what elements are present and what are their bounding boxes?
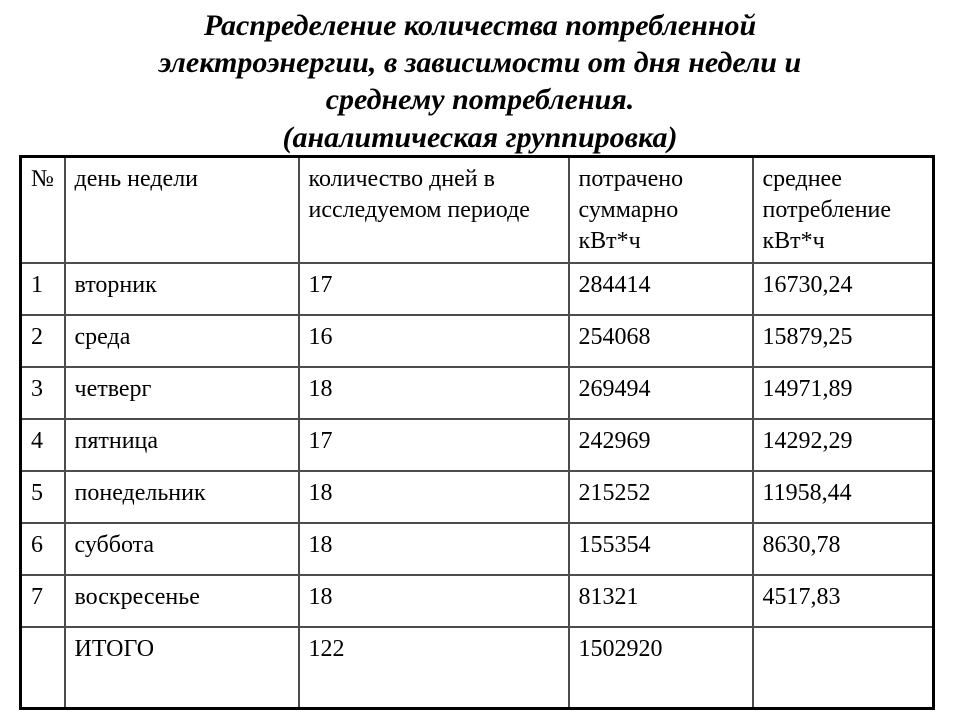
table-row: 5 понедельник 18 215252 11958,44 — [19, 469, 935, 524]
table-row: 2 среда 16 254068 15879,25 — [19, 313, 935, 368]
cell-row-number: 4 — [19, 417, 66, 472]
cell-day: ИТОГО — [63, 625, 300, 710]
cell-row-number: 2 — [19, 313, 66, 368]
cell-average-kwh: 8630,78 — [751, 521, 935, 576]
table-total-row: ИТОГО 122 1502920 — [19, 625, 935, 710]
cell-total-kwh: 242969 — [567, 417, 754, 472]
table-row: 7 воскресенье 18 81321 4517,83 — [19, 573, 935, 628]
cell-days-count: 17 — [297, 417, 570, 472]
cell-row-number: 7 — [19, 573, 66, 628]
table-row: 1 вторник 17 284414 16730,24 — [19, 261, 935, 316]
cell-total-kwh: 254068 — [567, 313, 754, 368]
cell-total-kwh: 284414 — [567, 261, 754, 316]
title-line-1: Распределение количества потребленной — [203, 9, 757, 42]
cell-average-kwh: 16730,24 — [751, 261, 935, 316]
cell-days-count: 17 — [297, 261, 570, 316]
table-row: 4 пятница 17 242969 14292,29 — [19, 417, 935, 472]
table-row: 6 суббота 18 155354 8630,78 — [19, 521, 935, 576]
title-line-2: электроэнергии, в зависимости от дня нед… — [158, 46, 802, 80]
cell-row-number: 5 — [19, 469, 66, 524]
slide-title: Распределение количества потребленной эл… — [0, 0, 960, 156]
cell-day: среда — [63, 313, 300, 368]
cell-total-kwh: 81321 — [567, 573, 754, 628]
consumption-table: № день недели количество дней в исследуе… — [19, 155, 935, 711]
cell-days-count: 16 — [297, 313, 570, 368]
header-cell-total-kwh: потрачено суммарно кВт*ч — [567, 155, 754, 264]
title-line-3: среднему потребления. — [325, 83, 635, 117]
cell-days-count: 18 — [297, 365, 570, 420]
cell-days-count: 122 — [297, 625, 570, 710]
header-cell-number: № — [19, 155, 66, 264]
cell-average-kwh: 14971,89 — [751, 365, 935, 420]
cell-total-kwh: 215252 — [567, 469, 754, 524]
cell-days-count: 18 — [297, 469, 570, 524]
cell-total-kwh: 1502920 — [567, 625, 754, 710]
cell-row-number: 1 — [19, 261, 66, 316]
header-cell-average-kwh: среднее потребление кВт*ч — [751, 155, 935, 264]
cell-day: пятница — [63, 417, 300, 472]
cell-day: воскресенье — [63, 573, 300, 628]
cell-day: четверг — [63, 365, 300, 420]
cell-days-count: 18 — [297, 521, 570, 576]
cell-row-number: 3 — [19, 365, 66, 420]
cell-day: вторник — [63, 261, 300, 316]
cell-average-kwh: 4517,83 — [751, 573, 935, 628]
cell-total-kwh: 155354 — [567, 521, 754, 576]
cell-average-kwh: 15879,25 — [751, 313, 935, 368]
table-header-row: № день недели количество дней в исследуе… — [19, 155, 935, 264]
cell-average-kwh: 11958,44 — [751, 469, 935, 524]
cell-day: понедельник — [63, 469, 300, 524]
header-cell-day: день недели — [63, 155, 300, 264]
cell-average-kwh — [751, 625, 935, 710]
cell-row-number: 6 — [19, 521, 66, 576]
cell-days-count: 18 — [297, 573, 570, 628]
table-row: 3 четверг 18 269494 14971,89 — [19, 365, 935, 420]
title-line-4: (аналитическая группировка) — [282, 120, 678, 154]
header-cell-days-count: количество дней в исследуемом периоде — [297, 155, 570, 264]
cell-row-number — [19, 625, 66, 710]
cell-average-kwh: 14292,29 — [751, 417, 935, 472]
cell-total-kwh: 269494 — [567, 365, 754, 420]
cell-day: суббота — [63, 521, 300, 576]
